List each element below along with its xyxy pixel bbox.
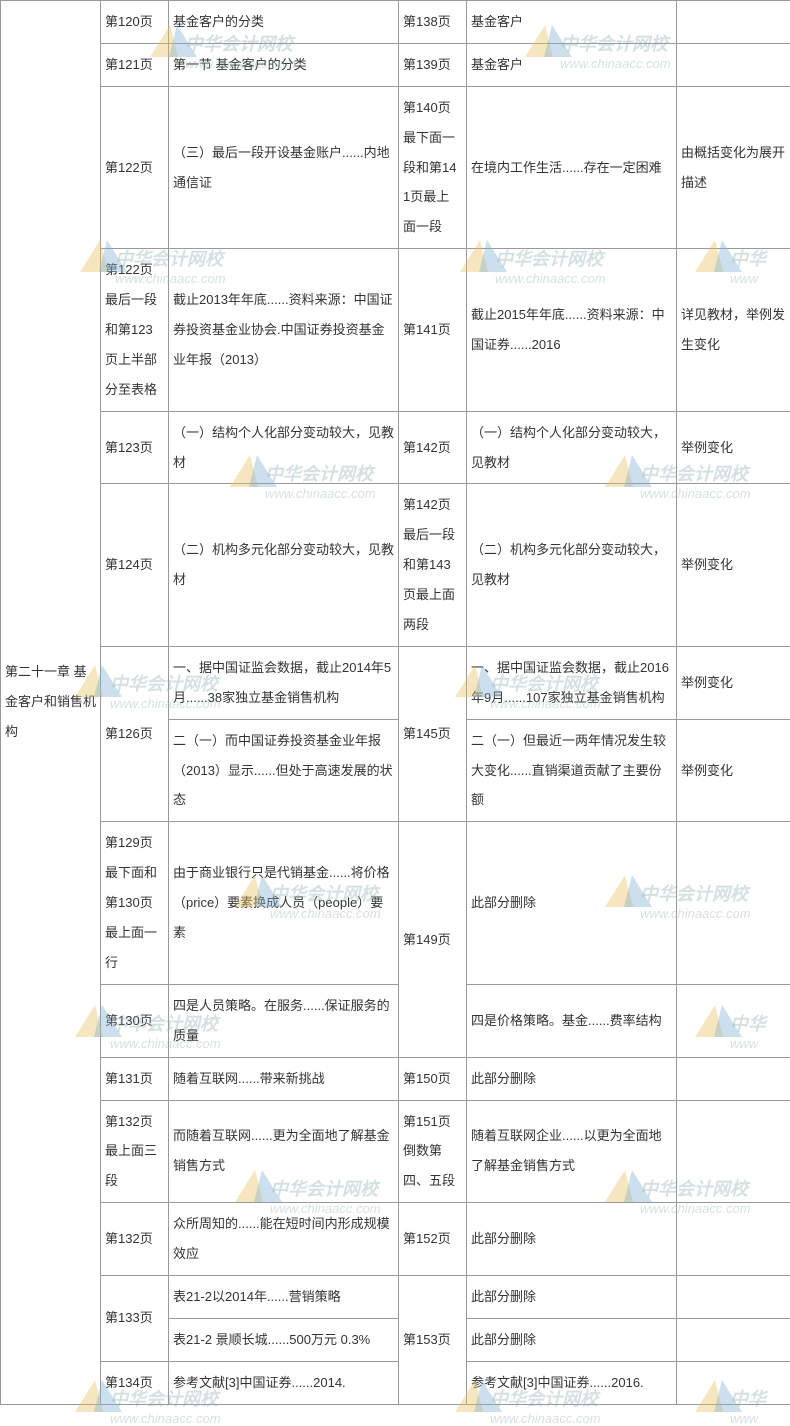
table-cell xyxy=(677,1361,790,1404)
table-row: 第129页最下面和第130页最上面一行由于商业银行只是代销基金......将价格… xyxy=(1,822,790,984)
table-row: 第134页参考文献[3]中国证券......2014. 参考文献[3]中国证券..… xyxy=(1,1361,790,1404)
table-cell: 由概括变化为展开描述 xyxy=(677,86,790,248)
table-cell: 第121页 xyxy=(101,43,169,86)
table-cell xyxy=(677,1318,790,1361)
table-cell: 第151页倒数第四、五段 xyxy=(399,1100,467,1203)
table-cell: 第133页 xyxy=(101,1275,169,1361)
table-cell: 此部分删除 xyxy=(467,1318,677,1361)
watermark-url: www.chinaacc.com xyxy=(110,1411,221,1426)
table-cell: 由于商业银行只是代销基金......将价格（price）要素换成人员（peopl… xyxy=(169,822,399,984)
table-cell: 此部分删除 xyxy=(467,1057,677,1100)
table-cell: 截止2015年年底......资料来源：中国证券......2016 xyxy=(467,249,677,411)
table-cell: 第126页 xyxy=(101,646,169,821)
table-cell: 基金客户的分类 xyxy=(169,1,399,44)
table-row: 第130页四是人员策略。在服务......保证服务的质量四是价格策略。基金...… xyxy=(1,984,790,1057)
table-cell: 第122页最后一段和第123页上半部分至表格 xyxy=(101,249,169,411)
table-cell: 随着互联网......带来新挑战 xyxy=(169,1057,399,1100)
table-cell: （二）机构多元化部分变动较大，见教材 xyxy=(467,484,677,646)
table-cell: 举例变化 xyxy=(677,484,790,646)
table-row: 第二十一章 基金客户和销售机构第120页基金客户的分类第138页基金客户 xyxy=(1,1,790,44)
table-cell: 第139页 xyxy=(399,43,467,86)
table-cell: 此部分删除 xyxy=(467,1203,677,1276)
table-cell: 第149页 xyxy=(399,822,467,1057)
table-row: 第122页最后一段和第123页上半部分至表格截止2013年年底......资料来… xyxy=(1,249,790,411)
table-cell: 第132页 xyxy=(101,1203,169,1276)
table-cell xyxy=(677,1100,790,1203)
table-cell: 四是价格策略。基金......费率结构 xyxy=(467,984,677,1057)
table-row: 第124页（二）机构多元化部分变动较大，见教材第142页最后一段和第143页最上… xyxy=(1,484,790,646)
table-cell: 表21-2 景顺长城......500万元 0.3% xyxy=(169,1318,399,1361)
table-cell: 众所周知的......能在短时间内形成规模效应 xyxy=(169,1203,399,1276)
table-cell: 基金客户 xyxy=(467,43,677,86)
table-cell: 第140页最下面一段和第141页最上面一段 xyxy=(399,86,467,248)
table-cell: 一、据中国证监会数据，截止2014年5月......38家独立基金销售机构 xyxy=(169,646,399,719)
table-row: 第122页（三）最后一段开设基金账户......内地通信证第140页最下面一段和… xyxy=(1,86,790,248)
table-cell: 第141页 xyxy=(399,249,467,411)
table-cell: 第130页 xyxy=(101,984,169,1057)
table-cell: 第129页最下面和第130页最上面一行 xyxy=(101,822,169,984)
table-cell: 第153页 xyxy=(399,1275,467,1404)
comparison-table: 第二十一章 基金客户和销售机构第120页基金客户的分类第138页基金客户第121… xyxy=(0,0,790,1405)
table-cell xyxy=(677,1203,790,1276)
table-cell: 截止2013年年底......资料来源：中国证券投资基金业协会.中国证券投资基金… xyxy=(169,249,399,411)
table-row: 第132页众所周知的......能在短时间内形成规模效应第152页此部分删除 xyxy=(1,1203,790,1276)
table-cell: 第132页最上面三段 xyxy=(101,1100,169,1203)
table-cell: 第123页 xyxy=(101,411,169,484)
table-cell: 第一节 基金客户的分类 xyxy=(169,43,399,86)
table-cell: 第152页 xyxy=(399,1203,467,1276)
table-cell: 举例变化 xyxy=(677,411,790,484)
table-cell: 此部分删除 xyxy=(467,822,677,984)
table-row: 第121页第一节 基金客户的分类第139页基金客户 xyxy=(1,43,790,86)
table-cell: 二（一）而中国证券投资基金业年报（2013）显示......但处于高速发展的状态 xyxy=(169,719,399,822)
table-cell: 在境内工作生活......存在一定困难 xyxy=(467,86,677,248)
table-cell: 第120页 xyxy=(101,1,169,44)
chapter-header-cell: 第二十一章 基金客户和销售机构 xyxy=(1,1,101,1405)
table-cell: 第145页 xyxy=(399,646,467,821)
table-cell: 详见教材，举例发生变化 xyxy=(677,249,790,411)
table-cell xyxy=(677,43,790,86)
table-cell: 基金客户 xyxy=(467,1,677,44)
table-row: 第131页随着互联网......带来新挑战第150页此部分删除 xyxy=(1,1057,790,1100)
table-cell: （一）结构个人化部分变动较大，见教材 xyxy=(169,411,399,484)
table-cell: 二（一）但最近一两年情况发生较大变化......直销渠道贡献了主要份额 xyxy=(467,719,677,822)
table-cell: （三）最后一段开设基金账户......内地通信证 xyxy=(169,86,399,248)
table-cell: 四是人员策略。在服务......保证服务的质量 xyxy=(169,984,399,1057)
table-cell xyxy=(677,822,790,984)
table-cell: 第142页最后一段和第143页最上面两段 xyxy=(399,484,467,646)
table-cell xyxy=(677,984,790,1057)
table-cell: 此部分删除 xyxy=(467,1275,677,1318)
table-cell: 参考文献[3]中国证券......2014. xyxy=(169,1361,399,1404)
table-row: 第123页（一）结构个人化部分变动较大，见教材第142页（一）结构个人化部分变动… xyxy=(1,411,790,484)
table-cell: 举例变化 xyxy=(677,719,790,822)
table-cell: 第122页 xyxy=(101,86,169,248)
table-cell: 第142页 xyxy=(399,411,467,484)
table-cell: （二）机构多元化部分变动较大，见教材 xyxy=(169,484,399,646)
table-cell: 一、据中国证监会数据，截止2016年9月......107家独立基金销售机构 xyxy=(467,646,677,719)
table-cell: （一）结构个人化部分变动较大，见教材 xyxy=(467,411,677,484)
table-cell: 第150页 xyxy=(399,1057,467,1100)
table-cell: 举例变化 xyxy=(677,646,790,719)
table-cell: 而随着互联网......更为全面地了解基金销售方式 xyxy=(169,1100,399,1203)
table-cell: 第138页 xyxy=(399,1,467,44)
table-cell: 第124页 xyxy=(101,484,169,646)
table-cell: 表21-2以2014年......营销策略 xyxy=(169,1275,399,1318)
watermark-url: www xyxy=(730,1411,766,1426)
watermark-url: www.chinaacc.com xyxy=(490,1411,601,1426)
table-cell: 第134页 xyxy=(101,1361,169,1404)
table-cell xyxy=(677,1057,790,1100)
table-cell xyxy=(677,1,790,44)
table-row: 第132页最上面三段而随着互联网......更为全面地了解基金销售方式第151页… xyxy=(1,1100,790,1203)
table-row: 第126页一、据中国证监会数据，截止2014年5月......38家独立基金销售… xyxy=(1,646,790,719)
table-cell: 第131页 xyxy=(101,1057,169,1100)
table-cell: 参考文献[3]中国证券......2016. xyxy=(467,1361,677,1404)
table-cell xyxy=(677,1275,790,1318)
table-cell: 随着互联网企业......以更为全面地了解基金销售方式 xyxy=(467,1100,677,1203)
table-row: 第133页表21-2以2014年......营销策略第153页此部分删除 xyxy=(1,1275,790,1318)
